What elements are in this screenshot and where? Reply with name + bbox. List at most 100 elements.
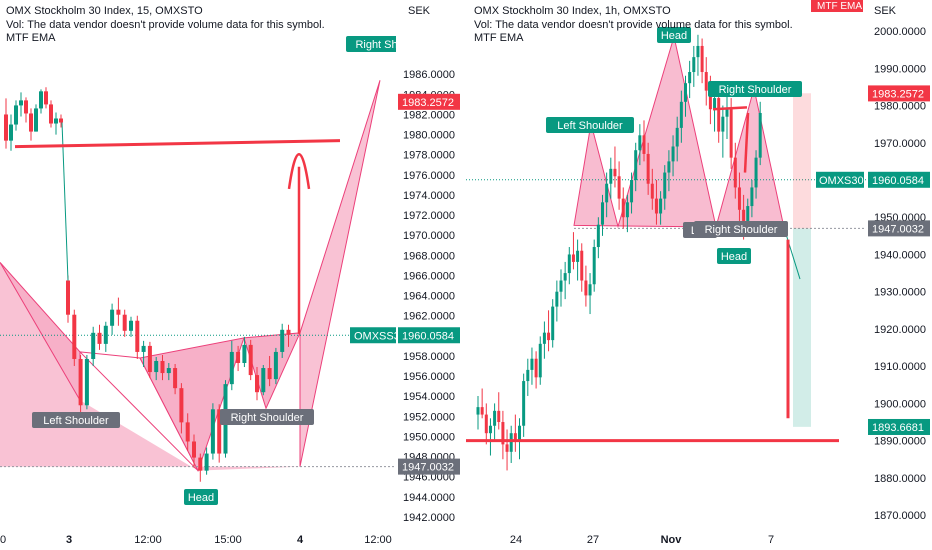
- left-candle-body: [49, 104, 53, 124]
- right-candle-body: [679, 101, 683, 128]
- right-label-right-shoulder-bg: [708, 81, 802, 97]
- left-gap-line: [61, 122, 69, 281]
- right-x-tick-label: 24: [510, 534, 522, 546]
- right-candle-body: [592, 247, 596, 285]
- right-y-tick-label: 1880.0000: [874, 473, 926, 485]
- left-x-tick-label: 3: [66, 534, 72, 546]
- right-overlay-layer: [466, 93, 839, 443]
- left-x-axis[interactable]: 00 3 12:00 15:00 4 12:00: [0, 534, 392, 546]
- right-y-tick-label: 1900.0000: [874, 398, 926, 410]
- right-candle-body: [667, 161, 671, 173]
- right-candle-body: [509, 433, 513, 452]
- left-candle-body: [198, 457, 203, 471]
- left-y-tick-label: 1958.0000: [403, 351, 455, 363]
- left-y-axis[interactable]: 1986.00001984.00001982.00001980.00001978…: [350, 0, 460, 550]
- right-label-head-bottom: Head: [721, 251, 747, 263]
- right-candle-body: [601, 202, 604, 225]
- right-candle-body: [688, 72, 692, 84]
- right-candle-body: [493, 410, 497, 426]
- left-y-tick-label: 1986.0000: [403, 69, 455, 81]
- right-candle-body: [646, 153, 650, 184]
- left-badge-last-price-bg: [398, 327, 460, 344]
- left-candle-body: [4, 114, 8, 141]
- left-candle-body: [72, 314, 77, 359]
- left-y-tick-label: 1952.0000: [403, 411, 455, 423]
- left-y-tick-label: 1970.0000: [403, 230, 455, 242]
- left-label-right-shoulder-bg: [220, 409, 314, 425]
- left-candle-body: [122, 314, 127, 331]
- left-y-tick-label: 1956.0000: [403, 371, 455, 383]
- left-label-left-shoulder: Left Shoulder: [43, 415, 109, 427]
- left-x-tick-label: 4: [297, 534, 304, 546]
- right-candle-body: [713, 98, 717, 110]
- right-candle-body: [480, 407, 484, 415]
- right-candle-body: [580, 250, 584, 281]
- left-candle-body: [78, 358, 83, 406]
- left-candle-body: [185, 422, 190, 442]
- right-candle-body: [758, 112, 762, 158]
- right-candle-body: [576, 250, 580, 262]
- left-candle-body: [210, 409, 215, 454]
- right-x-tick-label: 27: [587, 534, 599, 546]
- right-candle-body: [613, 168, 617, 177]
- left-chart-panel[interactable]: Left Shoulder Head Right Shoulder Right Sho…: [0, 0, 460, 550]
- left-candle-body: [154, 360, 159, 373]
- left-candle-body: [116, 309, 121, 315]
- right-badge-symbol: OMXS30: [819, 175, 864, 187]
- right-candle-body: [663, 172, 667, 199]
- right-candle-body: [530, 358, 534, 370]
- right-y-tick-label: 1870.0000: [874, 510, 926, 522]
- left-x-tick-label: 00: [0, 534, 6, 546]
- right-chart-title: OMX Stockholm 30 Index, 1h, OMXSTO: [474, 5, 671, 17]
- left-y-tick-label: 1942.0000: [403, 512, 455, 524]
- right-candle-body: [733, 157, 737, 188]
- left-label-head-bg: [184, 489, 218, 505]
- left-pattern-layer: [0, 80, 396, 472]
- left-pattern-base: [0, 80, 380, 471]
- left-indicator-label: MTF EMA: [6, 32, 56, 44]
- right-candle-body: [650, 183, 654, 199]
- left-candle-body: [280, 329, 285, 352]
- left-chart-title: OMX Stockholm 30 Index, 15, OMXSTO: [6, 5, 203, 17]
- right-candle-body: [634, 150, 638, 180]
- right-candle-body: [717, 98, 721, 132]
- right-badge-neckline: 1947.0032: [872, 223, 924, 235]
- right-x-axis[interactable]: 24 27 Nov 7: [510, 534, 774, 546]
- right-candle-body: [605, 183, 609, 203]
- right-y-tick-label: 1920.0000: [874, 324, 926, 336]
- left-y-tick-label: 1982.0000: [403, 109, 455, 121]
- right-label-head-top: Head: [661, 30, 687, 42]
- right-candle-body: [696, 45, 700, 58]
- right-label-left-shoulder-bg: [546, 117, 634, 133]
- left-candle-body: [217, 409, 222, 454]
- left-candle-body: [29, 113, 33, 132]
- right-label-right-shoulder: Right Shoulder: [719, 84, 792, 96]
- left-badge-neckline: 1947.0032: [402, 462, 454, 474]
- left-candle-body: [39, 91, 43, 109]
- left-candle-body: [91, 332, 96, 359]
- right-y-axis-bg: [866, 0, 932, 550]
- left-candle-body: [135, 320, 140, 352]
- left-y-tick-label: 1962.0000: [403, 311, 455, 323]
- right-candle-body: [567, 254, 571, 274]
- right-y-tick-label: 1970.0000: [874, 138, 926, 150]
- right-candle-body: [654, 198, 658, 214]
- left-candle-body: [24, 100, 28, 114]
- right-candle-body: [501, 422, 505, 445]
- left-y-tick-label: 1968.0000: [403, 250, 455, 262]
- right-candle-body: [754, 157, 758, 188]
- right-y-axis[interactable]: 2000.0000 1990.0000 1980.0000 1970.0000 1960…: [816, 0, 932, 550]
- right-y-tick-label: 2000.0000: [874, 26, 926, 38]
- left-x-tick-label: 12:00: [364, 534, 392, 546]
- left-pattern-head: [139, 337, 245, 472]
- left-target-arrow-head: [287, 153, 311, 190]
- right-y-tick-label: 1930.0000: [874, 287, 926, 299]
- right-candle-body: [725, 109, 729, 117]
- left-y-tick-label: 1966.0000: [403, 270, 455, 282]
- right-candle-body: [746, 206, 750, 221]
- right-badge-target-low-bg: [868, 418, 930, 435]
